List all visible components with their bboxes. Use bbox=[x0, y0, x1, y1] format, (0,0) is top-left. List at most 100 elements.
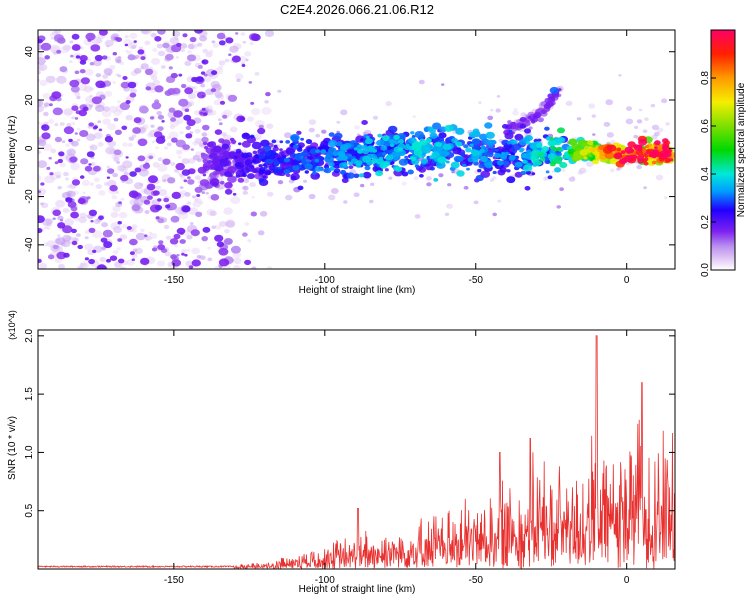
heatmap-cell bbox=[140, 30, 149, 35]
heatmap-cell bbox=[501, 152, 506, 155]
heatmap-cell bbox=[202, 124, 210, 131]
heatmap-cell bbox=[187, 50, 192, 54]
heatmap-cell bbox=[262, 145, 272, 152]
heatmap-cell bbox=[201, 132, 208, 137]
heatmap-cell bbox=[57, 222, 66, 229]
heatmap-cell bbox=[405, 143, 410, 147]
heatmap-cell bbox=[162, 179, 167, 183]
colorbar-tick-label: 0.8 bbox=[700, 71, 711, 85]
heatmap-cell bbox=[71, 116, 75, 120]
heatmap-cell bbox=[93, 132, 103, 140]
heatmap-cell bbox=[157, 114, 165, 120]
heatmap-cell bbox=[266, 123, 274, 129]
heatmap-cell bbox=[186, 54, 197, 62]
heatmap-cell bbox=[609, 168, 615, 173]
x-tick-label: 0 bbox=[624, 275, 630, 286]
heatmap-cell bbox=[162, 158, 171, 165]
heatmap-cell bbox=[38, 188, 47, 196]
heatmap-cell bbox=[95, 80, 106, 89]
heatmap-cell bbox=[115, 37, 122, 42]
heatmap-cell bbox=[499, 153, 508, 160]
heatmap-cell bbox=[495, 148, 500, 152]
heatmap-cell bbox=[38, 177, 39, 180]
heatmap-cell bbox=[540, 109, 547, 115]
heatmap-cell bbox=[39, 79, 48, 86]
heatmap-cell bbox=[308, 193, 316, 200]
heatmap-cell bbox=[659, 150, 670, 158]
heatmap-cell bbox=[592, 159, 599, 165]
heatmap-cell bbox=[175, 56, 180, 59]
heatmap-cell bbox=[149, 116, 155, 120]
heatmap-cell bbox=[497, 199, 502, 203]
heatmap-cell bbox=[47, 254, 55, 260]
heatmap-cell bbox=[108, 105, 118, 113]
heatmap-cell bbox=[524, 135, 533, 142]
heatmap-cell bbox=[211, 225, 216, 229]
heatmap-cell bbox=[157, 244, 166, 251]
heatmap-cell bbox=[121, 125, 128, 130]
heatmap-cell bbox=[140, 63, 149, 70]
heatmap-cell bbox=[258, 178, 265, 183]
heatmap-cell bbox=[29, 263, 32, 266]
heatmap-cell bbox=[43, 226, 48, 230]
heatmap-cell bbox=[579, 149, 589, 156]
heatmap-cell bbox=[479, 133, 488, 141]
heatmap-cell bbox=[306, 140, 311, 144]
heatmap-cell bbox=[184, 192, 191, 197]
heatmap-cell bbox=[219, 100, 226, 105]
colorbar-tick-label: 0.6 bbox=[700, 119, 711, 133]
heatmap-cell bbox=[98, 128, 103, 132]
heatmap-cell bbox=[49, 103, 53, 107]
heatmap-cell bbox=[247, 239, 252, 243]
heatmap-cell bbox=[506, 169, 511, 173]
heatmap-cell bbox=[55, 237, 66, 246]
heatmap-cell bbox=[170, 254, 178, 260]
heatmap-cell bbox=[554, 167, 562, 173]
heatmap-cell bbox=[218, 40, 226, 46]
heatmap-cell bbox=[562, 155, 567, 159]
heatmap-cell bbox=[279, 148, 283, 152]
heatmap-cell bbox=[490, 109, 494, 112]
heatmap-cell bbox=[336, 120, 341, 124]
heatmap-cell bbox=[78, 216, 87, 223]
heatmap-cell bbox=[478, 101, 482, 104]
spectrogram-y-axis: 40 20 0 -20 -40 bbox=[24, 46, 675, 252]
heatmap-cell bbox=[353, 173, 360, 179]
heatmap-cell bbox=[296, 147, 303, 152]
heatmap-cell bbox=[197, 64, 203, 69]
y-tick-label: -20 bbox=[24, 189, 35, 204]
heatmap-cell bbox=[79, 130, 89, 137]
heatmap-cell bbox=[340, 171, 345, 175]
heatmap-cell bbox=[616, 167, 621, 171]
spectrogram-x-label: Height of straight line (km) bbox=[299, 285, 416, 296]
heatmap-cell bbox=[341, 177, 349, 183]
heatmap-cell bbox=[38, 63, 48, 71]
heatmap-cell bbox=[168, 107, 176, 113]
heatmap-cell bbox=[364, 165, 371, 171]
heatmap-cell bbox=[102, 229, 113, 238]
heatmap-cell bbox=[224, 188, 233, 195]
heatmap-cell bbox=[158, 240, 164, 245]
heatmap-cell bbox=[118, 211, 128, 219]
heatmap-cell bbox=[154, 36, 162, 42]
heatmap-cell bbox=[243, 185, 249, 191]
heatmap-cell bbox=[549, 86, 559, 94]
heatmap-cell bbox=[212, 145, 222, 153]
heatmap-cell bbox=[228, 53, 232, 56]
heatmap-cell bbox=[217, 118, 222, 121]
heatmap-cell bbox=[362, 171, 372, 179]
heatmap-cell bbox=[93, 177, 100, 183]
heatmap-cell bbox=[218, 138, 225, 144]
heatmap-cell bbox=[235, 32, 239, 35]
heatmap-cell bbox=[199, 35, 207, 42]
heatmap-cell bbox=[194, 138, 202, 144]
heatmap-cell bbox=[279, 151, 285, 156]
heatmap-cell bbox=[248, 81, 253, 84]
heatmap-cell bbox=[643, 157, 649, 162]
heatmap-cell bbox=[165, 53, 174, 61]
heatmap-cell bbox=[388, 139, 395, 144]
heatmap-cell bbox=[239, 116, 245, 121]
heatmap-cell bbox=[146, 183, 156, 191]
heatmap-cell bbox=[257, 127, 266, 135]
heatmap-cell bbox=[216, 241, 225, 248]
